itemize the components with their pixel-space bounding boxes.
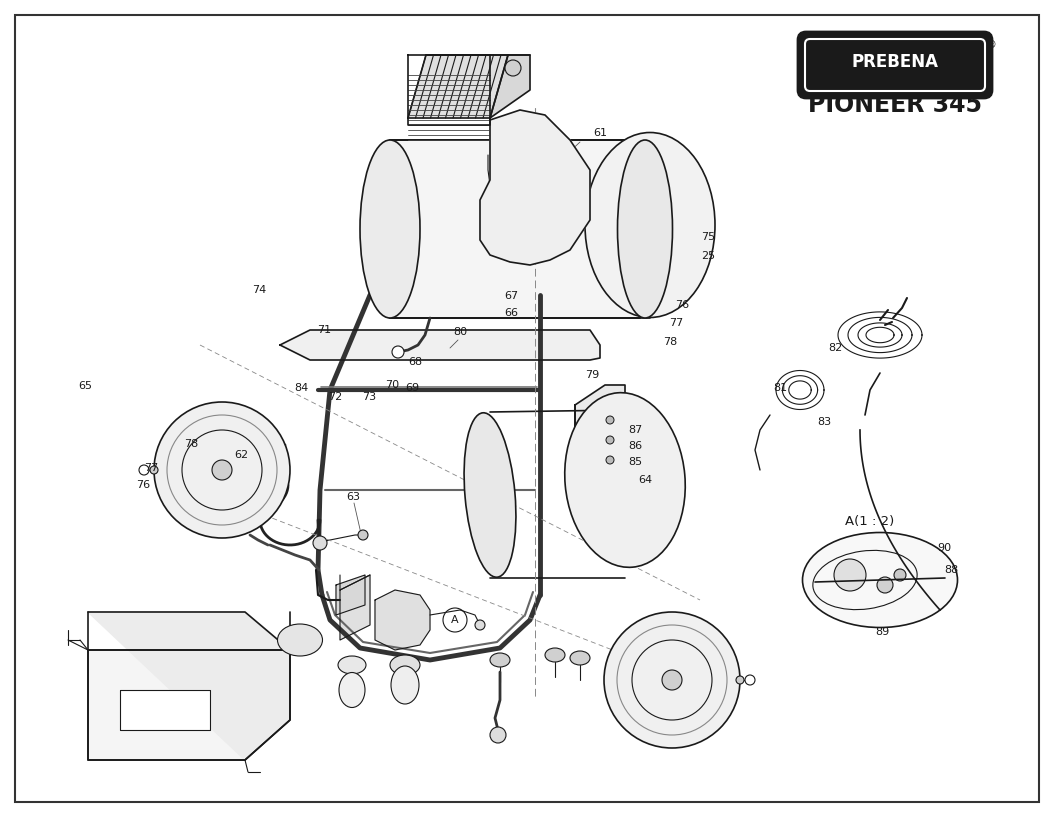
Text: 70: 70 [385, 380, 399, 390]
Circle shape [490, 727, 506, 743]
Text: 89: 89 [875, 627, 890, 637]
Circle shape [358, 530, 368, 540]
Text: 80: 80 [453, 327, 467, 337]
Polygon shape [390, 140, 640, 318]
Text: A: A [451, 615, 458, 625]
Circle shape [736, 676, 744, 684]
Text: 62: 62 [234, 450, 248, 460]
Ellipse shape [618, 140, 672, 318]
Text: 87: 87 [628, 425, 642, 435]
Polygon shape [408, 55, 508, 118]
Ellipse shape [585, 132, 715, 318]
Ellipse shape [464, 413, 515, 578]
Text: 63: 63 [346, 492, 360, 502]
Circle shape [313, 536, 327, 550]
Circle shape [606, 416, 614, 424]
Text: 88: 88 [944, 565, 958, 575]
Text: 79: 79 [585, 370, 600, 380]
Text: 66: 66 [504, 308, 518, 318]
Circle shape [150, 466, 158, 474]
Text: 86: 86 [628, 441, 642, 451]
Text: 68: 68 [408, 357, 422, 367]
Ellipse shape [570, 651, 590, 665]
Circle shape [154, 402, 290, 538]
Polygon shape [280, 330, 600, 360]
FancyBboxPatch shape [798, 32, 992, 98]
Polygon shape [375, 590, 430, 650]
Circle shape [606, 456, 614, 464]
Polygon shape [340, 575, 370, 640]
Text: 84: 84 [294, 383, 308, 393]
Circle shape [604, 612, 740, 748]
Text: 83: 83 [817, 417, 832, 427]
Text: 77: 77 [669, 318, 683, 328]
Ellipse shape [391, 666, 419, 704]
Text: 65: 65 [78, 381, 92, 391]
Circle shape [745, 675, 755, 685]
Circle shape [139, 465, 149, 475]
Polygon shape [490, 55, 530, 118]
Ellipse shape [360, 140, 419, 318]
Circle shape [894, 569, 906, 581]
Polygon shape [480, 110, 590, 265]
Polygon shape [87, 650, 290, 760]
Ellipse shape [802, 533, 957, 627]
Text: 77: 77 [143, 463, 158, 473]
Text: 71: 71 [317, 325, 331, 335]
Text: 78: 78 [663, 337, 678, 347]
Text: 75: 75 [701, 232, 715, 242]
FancyBboxPatch shape [805, 39, 985, 91]
Text: 25: 25 [701, 251, 715, 261]
Circle shape [212, 460, 232, 480]
Circle shape [834, 559, 866, 591]
Circle shape [662, 670, 682, 690]
Circle shape [877, 577, 893, 593]
Ellipse shape [565, 393, 685, 567]
Ellipse shape [339, 672, 365, 708]
Ellipse shape [338, 656, 366, 674]
Text: 69: 69 [405, 383, 419, 393]
Polygon shape [87, 612, 290, 760]
Text: 82: 82 [828, 343, 842, 353]
Circle shape [392, 346, 404, 358]
Ellipse shape [277, 624, 323, 656]
Circle shape [505, 60, 521, 76]
Polygon shape [336, 575, 365, 615]
Text: 74: 74 [252, 285, 267, 295]
Text: 76: 76 [136, 480, 150, 490]
Text: 64: 64 [638, 475, 652, 485]
Text: 73: 73 [362, 392, 376, 402]
Text: 72: 72 [328, 392, 343, 402]
Circle shape [606, 436, 614, 444]
Ellipse shape [545, 648, 565, 662]
Ellipse shape [490, 653, 510, 667]
Text: PREBENA: PREBENA [852, 53, 938, 71]
Polygon shape [120, 690, 210, 730]
Polygon shape [575, 385, 625, 495]
Text: 78: 78 [183, 439, 198, 449]
Text: A(1 : 2): A(1 : 2) [845, 516, 894, 529]
Text: 61: 61 [593, 128, 607, 138]
Text: ®: ® [987, 40, 997, 50]
Text: 90: 90 [937, 543, 951, 553]
Text: PIONEER 345: PIONEER 345 [808, 93, 982, 117]
Text: 85: 85 [628, 457, 642, 467]
Circle shape [475, 620, 485, 630]
Ellipse shape [390, 655, 419, 675]
Text: 76: 76 [675, 300, 689, 310]
Text: 67: 67 [504, 291, 519, 301]
Text: 81: 81 [773, 383, 787, 393]
